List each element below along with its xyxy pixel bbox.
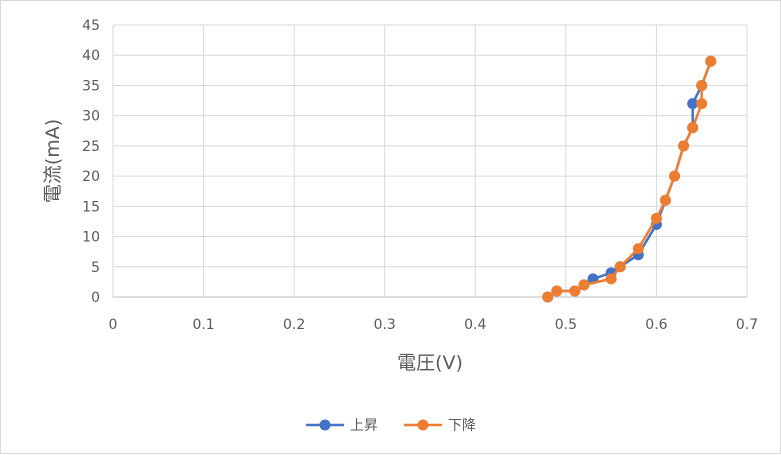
y-tick-label: 45 bbox=[82, 18, 100, 34]
data-point bbox=[687, 98, 699, 110]
series-line bbox=[547, 60, 712, 299]
data-point bbox=[705, 55, 717, 67]
x-tick-label: 0.5 bbox=[555, 317, 577, 333]
legend-label: 下降 bbox=[448, 418, 476, 434]
data-point bbox=[687, 122, 699, 134]
y-tick-label: 30 bbox=[82, 109, 100, 125]
legend-marker bbox=[319, 419, 331, 431]
x-tick-label: 0.1 bbox=[192, 317, 214, 333]
x-axis-title: 電圧(V) bbox=[397, 352, 463, 374]
data-point bbox=[542, 291, 554, 303]
data-point bbox=[632, 243, 644, 255]
y-tick-label: 5 bbox=[91, 260, 100, 276]
y-tick-label: 40 bbox=[82, 48, 100, 64]
x-tick-label: 0 bbox=[109, 317, 118, 333]
data-point bbox=[614, 261, 626, 273]
y-tick-label: 20 bbox=[82, 169, 100, 185]
series-1 bbox=[542, 55, 717, 303]
x-axis-ticks: 0 0.1 0.2 0.3 0.4 0.5 0.6 0.7 bbox=[109, 317, 759, 333]
data-point bbox=[551, 285, 563, 297]
data-point bbox=[696, 79, 708, 91]
y-tick-label: 35 bbox=[82, 78, 100, 94]
data-point bbox=[578, 279, 590, 291]
legend-item: 上昇 bbox=[306, 418, 378, 434]
data-point bbox=[569, 285, 581, 297]
x-tick-label: 0.4 bbox=[464, 317, 486, 333]
y-tick-label: 15 bbox=[82, 199, 100, 215]
series-layer bbox=[542, 55, 717, 303]
data-point bbox=[605, 273, 617, 285]
x-tick-label: 0.6 bbox=[645, 317, 667, 333]
data-point bbox=[659, 194, 671, 206]
x-tick-label: 0.7 bbox=[736, 317, 758, 333]
y-tick-label: 10 bbox=[82, 230, 100, 246]
legend-item: 下降 bbox=[404, 418, 476, 434]
gridlines bbox=[112, 24, 748, 298]
legend-marker bbox=[417, 419, 429, 431]
series-2 bbox=[542, 55, 717, 303]
y-axis-title: 電流(mA) bbox=[42, 119, 64, 203]
y-tick-label: 25 bbox=[82, 139, 100, 155]
legend-label: 上昇 bbox=[350, 418, 378, 434]
y-tick-label: 0 bbox=[91, 290, 100, 306]
x-tick-label: 0.3 bbox=[374, 317, 396, 333]
y-axis-ticks: 0 5 10 15 20 25 30 35 40 45 bbox=[82, 18, 100, 306]
data-point bbox=[650, 212, 662, 224]
x-tick-label: 0.2 bbox=[283, 317, 305, 333]
data-point bbox=[669, 170, 681, 182]
data-point bbox=[678, 140, 690, 152]
data-point bbox=[696, 98, 708, 110]
legend: 上昇 下降 bbox=[306, 418, 476, 434]
